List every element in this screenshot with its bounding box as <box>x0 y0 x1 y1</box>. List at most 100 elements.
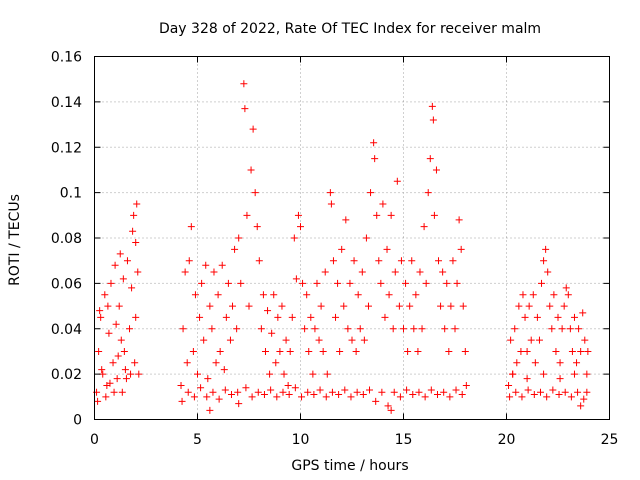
data-point <box>105 329 113 337</box>
data-point <box>416 268 424 276</box>
data-point <box>184 388 192 396</box>
data-point <box>332 313 340 321</box>
data-point <box>117 336 125 344</box>
data-point <box>367 189 375 197</box>
data-point <box>118 388 126 396</box>
data-point <box>202 261 210 269</box>
data-point <box>98 366 106 374</box>
data-point <box>426 155 434 163</box>
data-point <box>577 347 585 355</box>
data-point <box>338 245 346 253</box>
data-point <box>429 116 437 124</box>
data-point <box>422 279 430 287</box>
data-point <box>546 302 554 310</box>
data-point <box>445 347 453 355</box>
data-point <box>427 386 435 394</box>
data-point <box>362 234 370 242</box>
data-point <box>317 302 325 310</box>
data-point <box>254 388 262 396</box>
data-point <box>554 313 562 321</box>
data-point <box>294 211 302 219</box>
data-point <box>132 313 140 321</box>
data-point <box>268 329 276 337</box>
data-point <box>447 302 455 310</box>
data-point <box>441 325 449 333</box>
data-point <box>126 325 134 333</box>
data-point <box>555 391 563 399</box>
data-point <box>548 325 556 333</box>
data-point <box>96 307 104 315</box>
data-point <box>542 245 550 253</box>
data-point <box>346 279 354 287</box>
data-point <box>372 397 380 405</box>
data-point <box>347 393 355 401</box>
y-tick-label: 0.02 <box>51 367 82 383</box>
data-point <box>358 268 366 276</box>
data-point <box>560 302 568 310</box>
data-point <box>130 211 138 219</box>
data-point <box>383 245 391 253</box>
data-point <box>521 313 529 321</box>
data-point <box>321 268 329 276</box>
data-point <box>328 388 336 396</box>
data-point <box>570 313 578 321</box>
data-point <box>523 347 531 355</box>
data-points <box>93 80 592 414</box>
data-point <box>323 370 331 378</box>
data-point <box>511 325 519 333</box>
x-axis-label: GPS time / hours <box>291 458 408 474</box>
data-point <box>185 257 193 265</box>
data-point <box>533 313 541 321</box>
data-point <box>379 200 387 208</box>
data-point <box>241 105 249 113</box>
data-point <box>123 257 131 265</box>
data-point <box>420 223 428 231</box>
data-point <box>113 375 121 383</box>
data-point <box>412 291 420 299</box>
data-point <box>242 384 250 392</box>
data-point <box>440 388 448 396</box>
data-point <box>307 313 315 321</box>
data-point <box>570 370 578 378</box>
data-point <box>378 388 386 396</box>
data-point <box>209 388 217 396</box>
data-point <box>253 223 261 231</box>
data-point <box>220 366 228 374</box>
data-point <box>303 291 311 299</box>
data-point <box>544 268 552 276</box>
data-point <box>280 370 288 378</box>
data-point <box>259 291 267 299</box>
data-point <box>191 291 199 299</box>
data-point <box>583 388 591 396</box>
data-point <box>505 381 513 389</box>
data-point <box>319 347 327 355</box>
data-point <box>227 391 235 399</box>
data-point <box>190 393 198 401</box>
data-point <box>371 155 379 163</box>
data-point <box>95 347 103 355</box>
data-point <box>457 245 465 253</box>
data-point <box>428 102 436 110</box>
data-point <box>567 393 575 401</box>
data-point <box>261 347 269 355</box>
data-point <box>297 223 304 231</box>
data-point <box>381 313 389 321</box>
y-tick-label: 0.16 <box>51 50 82 66</box>
data-point <box>329 257 337 265</box>
data-point <box>409 391 417 399</box>
data-point <box>119 275 127 283</box>
data-point <box>240 80 248 88</box>
data-point <box>97 313 105 321</box>
data-point <box>350 257 358 265</box>
data-point <box>229 302 237 310</box>
data-point <box>342 216 350 224</box>
y-tick-label: 0 <box>73 413 82 429</box>
data-point <box>206 406 214 414</box>
data-point <box>134 268 142 276</box>
data-point <box>181 268 189 276</box>
data-point <box>288 313 296 321</box>
data-point <box>568 347 576 355</box>
data-point <box>452 386 460 394</box>
data-point <box>366 386 374 394</box>
data-point <box>583 370 591 378</box>
